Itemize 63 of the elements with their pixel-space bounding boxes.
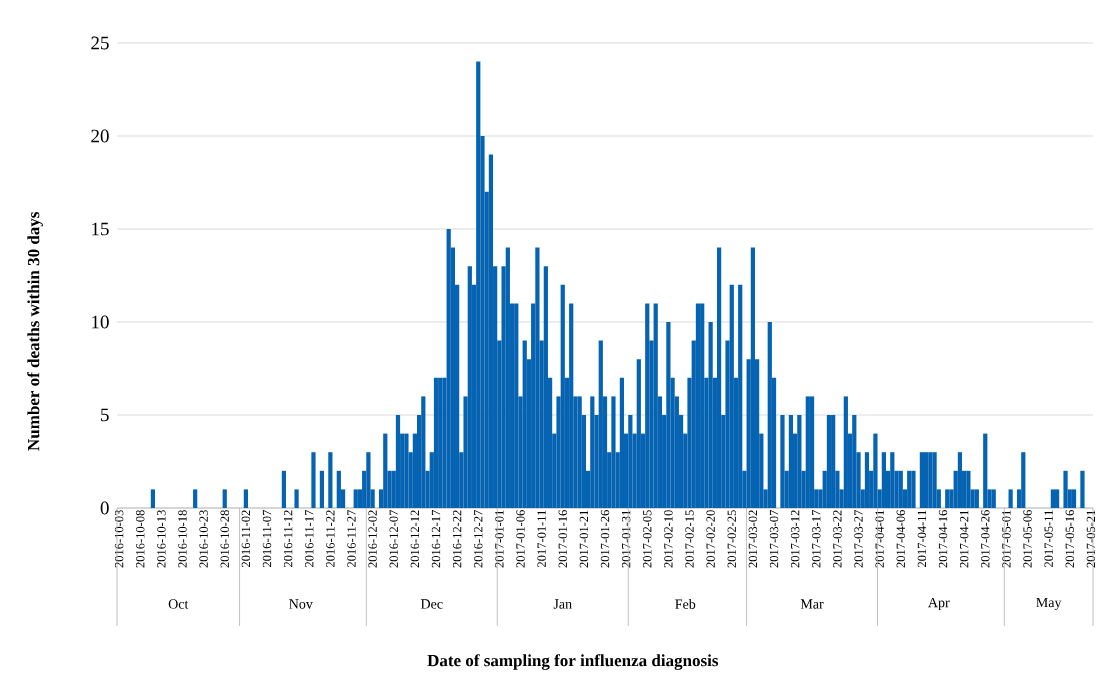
x2-tick-label: Nov xyxy=(289,599,313,609)
x-tick-label: 2017-02-10 xyxy=(664,510,673,568)
x-tick-label: 2017-04-06 xyxy=(896,510,905,568)
x-tick-label: 2017-04-16 xyxy=(938,510,948,568)
x-tick-label: 2016-12-02 xyxy=(368,510,377,568)
x-tick-label: 2017-04-21 xyxy=(959,510,969,568)
x-axis-title: Date of sampling for influenza diagnosis xyxy=(427,654,719,670)
x-tick-label: 2016-10-13 xyxy=(157,510,166,568)
x-tick-label: 2017-04-01 xyxy=(875,510,884,568)
x-tick-label: 2016-12-17 xyxy=(431,510,441,568)
x2-tick-label: Oct xyxy=(168,599,189,609)
x-tick-label: 2016-11-22 xyxy=(326,510,335,568)
x-tick-label: 2017-03-17 xyxy=(812,510,821,568)
x-tick-label: 2016-11-02 xyxy=(241,510,251,568)
x-tick-label: 2017-03-02 xyxy=(748,510,758,568)
x-tick-label: 2016-10-18 xyxy=(178,510,187,568)
x-tick-label: 2016-12-12 xyxy=(410,510,420,568)
x-tick-label: 2016-12-27 xyxy=(474,510,483,568)
x-tick-label: 2017-01-06 xyxy=(516,510,525,568)
x-tick-label: 2016-10-03 xyxy=(114,510,124,568)
x-tick-label: 2017-01-31 xyxy=(621,510,631,568)
x-tick-label: 2017-01-21 xyxy=(579,510,589,568)
x2-tick-label: Mar xyxy=(800,599,824,609)
x-tick-label: 2016-12-22 xyxy=(452,510,462,568)
x-tick-label: 2017-05-01 xyxy=(1002,510,1011,568)
x-tick-label: 2017-03-07 xyxy=(769,510,779,568)
y-tick-label: 25 xyxy=(91,36,109,50)
x-tick-label: 2016-10-28 xyxy=(220,510,229,568)
x-tick-label: 2017-03-12 xyxy=(790,510,800,568)
x2-tick-label: May xyxy=(1036,597,1062,611)
x-tick-label: 2017-01-26 xyxy=(600,510,610,568)
x-tick-label: 2016-10-23 xyxy=(199,510,208,568)
x2-tick-label: Apr xyxy=(928,597,950,611)
x-tick-label: 2017-05-21 xyxy=(1086,510,1096,568)
x-tick-label: 2016-10-08 xyxy=(136,510,145,568)
x-tick-label: 2016-11-17 xyxy=(305,510,314,568)
y-axis-title: Number of deaths within 30 days xyxy=(27,212,43,451)
x-tick-label: 2017-05-06 xyxy=(1023,510,1032,568)
x-tick-label: 2016-11-12 xyxy=(283,510,293,568)
x-tick-label: 2017-02-20 xyxy=(706,510,715,568)
x-tick-label: 2017-01-16 xyxy=(558,510,567,568)
x-tick-label: 2017-04-26 xyxy=(981,510,990,568)
x-tick-label: 2017-01-01 xyxy=(495,510,504,568)
x-tick-label: 2016-11-27 xyxy=(347,510,356,568)
y-tick-label: 0 xyxy=(100,501,109,515)
x-tick-label: 2017-04-11 xyxy=(917,510,927,568)
x-tick-label: 2016-11-07 xyxy=(262,510,272,568)
y-tick-label: 10 xyxy=(92,315,109,329)
y-tick-label: 5 xyxy=(101,408,109,422)
x-tick-label: 2017-01-11 xyxy=(537,510,546,568)
x-tick-label: 2017-02-15 xyxy=(685,510,694,568)
y-tick-label: 15 xyxy=(92,222,109,236)
x-tick-label: 2017-03-27 xyxy=(854,510,863,568)
x-tick-label: 2017-02-05 xyxy=(643,510,652,568)
x-tick-label: 2017-05-11 xyxy=(1044,510,1053,568)
x-tick-label: 2017-03-22 xyxy=(833,510,842,568)
x2-tick-label: Jan xyxy=(553,599,572,609)
x2-tick-label: Dec xyxy=(420,599,443,609)
x-tick-label: 2017-05-16 xyxy=(1065,510,1074,568)
x2-tick-label: Feb xyxy=(675,599,696,609)
x-tick-label: 2016-12-07 xyxy=(389,510,398,568)
y-tick-label: 20 xyxy=(91,129,109,143)
x-tick-label: 2017-02-25 xyxy=(727,510,736,568)
